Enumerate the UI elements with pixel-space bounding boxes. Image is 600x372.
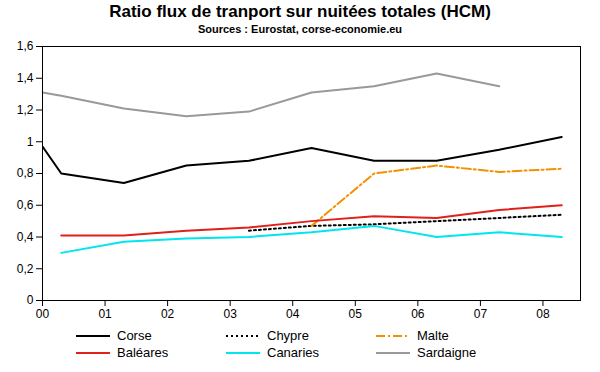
html-text:Sardaigne: Sardaigne — [417, 345, 477, 360]
svg-text:07: 07 — [474, 307, 488, 321]
svg-text:0: 0 — [27, 293, 34, 307]
html-text:Sources : Eurostat, corse-econ: Sources : Eurostat, corse-economie.eu — [197, 23, 403, 35]
svg-text:1,4: 1,4 — [17, 71, 34, 85]
svg-text:0,6: 0,6 — [17, 198, 34, 212]
html-text:Chypre: Chypre — [267, 328, 309, 343]
html-text:Canaries: Canaries — [267, 345, 319, 360]
html-text:Malte: Malte — [417, 328, 449, 343]
svg-text:0,4: 0,4 — [17, 230, 34, 244]
svg-text:0,2: 0,2 — [17, 262, 34, 276]
html-text:Baléares: Baléares — [117, 345, 169, 360]
svg-text:1,2: 1,2 — [17, 103, 34, 117]
svg-text:02: 02 — [161, 307, 175, 321]
svg-text:01: 01 — [98, 307, 112, 321]
svg-text:0,8: 0,8 — [17, 166, 34, 180]
svg-text:00: 00 — [36, 307, 50, 321]
svg-text:1: 1 — [27, 135, 34, 149]
svg-text:1,6: 1,6 — [17, 39, 34, 53]
html-text:Corse: Corse — [117, 328, 152, 343]
svg-text:06: 06 — [411, 307, 425, 321]
html-text:Ratio flux de tranport sur nui: Ratio flux de tranport sur nuitées total… — [109, 2, 491, 21]
svg-text:04: 04 — [286, 307, 300, 321]
svg-text:05: 05 — [349, 307, 363, 321]
svg-text:08: 08 — [536, 307, 550, 321]
svg-text:03: 03 — [223, 307, 237, 321]
